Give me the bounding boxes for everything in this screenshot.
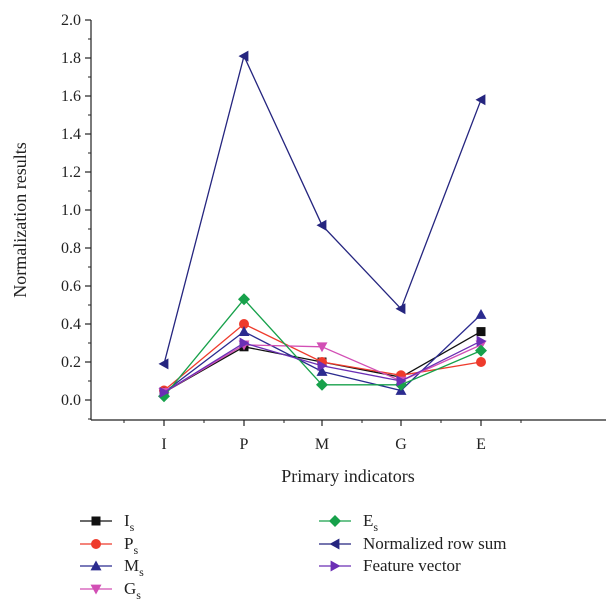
- data-point: [239, 319, 249, 329]
- x-tick-label: P: [240, 436, 249, 453]
- x-tick-label: I: [161, 436, 166, 453]
- legend-marker: [90, 560, 102, 571]
- legend-label: Is: [124, 511, 135, 534]
- data-point: [476, 357, 486, 367]
- legend-label-subscript: s: [373, 520, 378, 534]
- y-tick-label: 0.6: [61, 278, 81, 295]
- legend-label: Feature vector: [363, 556, 461, 575]
- series-5: [158, 50, 486, 370]
- y-ticks: 0.0 0.2 0.4 0.6 0.8 1.0 1.2 1.4 1.6 1.8 2.0: [61, 12, 91, 420]
- data-point: [316, 366, 328, 376]
- y-tick-label: 1.8: [61, 50, 81, 67]
- legend-label: Normalized row sum: [363, 534, 507, 553]
- y-tick-label: 1.2: [61, 164, 81, 181]
- data-point: [476, 335, 487, 347]
- data-point: [475, 344, 487, 357]
- data-point: [238, 326, 250, 336]
- legend-item: Ps: [80, 534, 138, 557]
- y-tick-label: 1.4: [61, 126, 81, 143]
- y-tick-label: 1.6: [61, 88, 81, 105]
- x-axis-title: Primary indicators: [281, 466, 414, 486]
- data-point: [475, 94, 486, 106]
- data-point: [475, 309, 487, 319]
- legend-item: Gs: [80, 579, 141, 602]
- legend-label: Ms: [124, 556, 144, 579]
- legend-marker: [91, 516, 101, 526]
- y-tick-label: 0.4: [61, 316, 81, 333]
- legend-item: Normalized row sum: [319, 534, 507, 553]
- data-point: [238, 50, 249, 62]
- data-point: [316, 342, 328, 353]
- legend-marker: [330, 560, 341, 572]
- legend-label: Gs: [124, 579, 141, 602]
- x-tick-label: E: [476, 436, 486, 453]
- data-point: [239, 337, 250, 349]
- legend-marker: [329, 515, 341, 527]
- data-point: [395, 303, 406, 315]
- legend-marker: [329, 538, 340, 550]
- legend-label-subscript: s: [130, 520, 135, 534]
- y-tick-label: 0.2: [61, 354, 81, 371]
- series-layer: [158, 50, 487, 403]
- legend-marker: [91, 539, 101, 549]
- y-tick-label: 1.0: [61, 202, 81, 219]
- data-point: [316, 378, 328, 391]
- legend-item: Ms: [80, 556, 144, 579]
- axes: [90, 20, 606, 421]
- data-point: [159, 386, 170, 398]
- series-6: [159, 335, 487, 398]
- y-tick-label: 0.8: [61, 240, 81, 257]
- data-point: [396, 375, 407, 387]
- legend-label-subscript: s: [136, 588, 141, 602]
- data-point: [476, 327, 486, 337]
- x-tick-label: M: [315, 436, 329, 453]
- legend-marker: [90, 584, 102, 595]
- data-point: [158, 358, 169, 370]
- series-line: [163, 54, 482, 365]
- legend-label: Es: [363, 511, 378, 534]
- legend-item: Es: [319, 511, 378, 534]
- legend-label: Ps: [124, 534, 138, 557]
- y-tick-label: 2.0: [61, 12, 81, 29]
- legend-label-subscript: s: [133, 543, 138, 557]
- legend-label-subscript: s: [139, 565, 144, 579]
- data-point: [238, 293, 250, 306]
- x-tick-label: G: [395, 436, 407, 453]
- legend-item: Feature vector: [319, 556, 461, 575]
- y-axis-title: Normalization results: [10, 142, 30, 297]
- legend-item: Is: [80, 511, 135, 534]
- data-point: [316, 219, 327, 231]
- y-tick-label: 0.0: [61, 392, 81, 409]
- data-point: [317, 360, 328, 372]
